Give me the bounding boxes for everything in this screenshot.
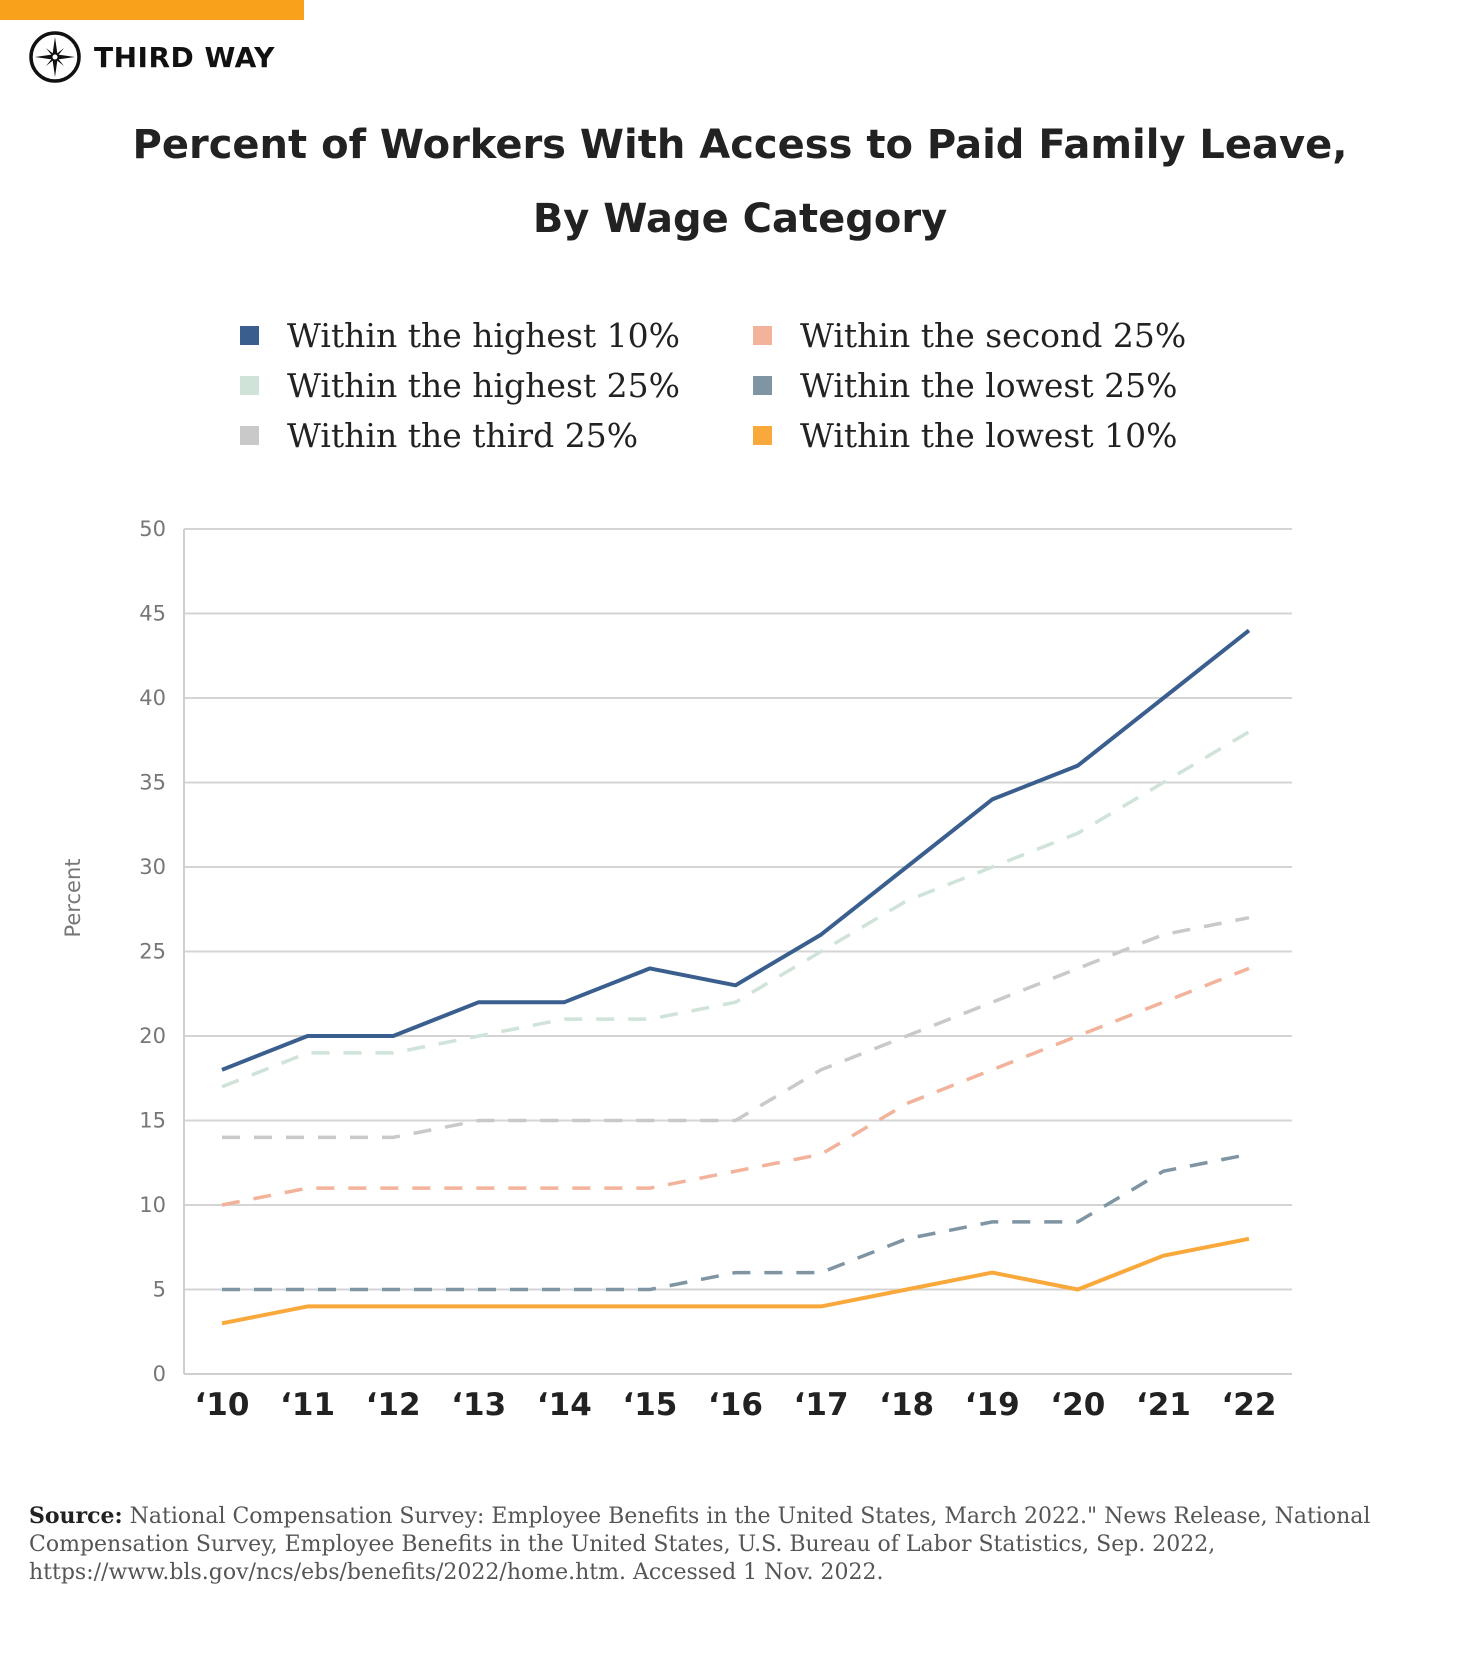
y-tick-label: 0 — [153, 1362, 166, 1386]
x-tick-label: ‘21 — [1136, 1387, 1191, 1423]
legend-swatch — [753, 376, 772, 395]
x-tick-label: ‘18 — [879, 1387, 934, 1423]
x-tick-label: ‘19 — [965, 1387, 1020, 1423]
legend-swatch — [240, 376, 259, 395]
y-axis-label: Percent — [61, 858, 85, 937]
source-label: Source: — [29, 1503, 123, 1529]
y-tick-label: 35 — [139, 771, 166, 795]
accent-bar — [0, 0, 304, 20]
legend-item: Within the highest 25% — [240, 366, 680, 405]
x-tick-label: ‘12 — [366, 1387, 421, 1423]
x-tick-label: ‘22 — [1222, 1387, 1277, 1423]
legend-item: Within the second 25% — [753, 316, 1186, 355]
x-tick-label: ‘20 — [1050, 1387, 1105, 1423]
series-line — [221, 1236, 1250, 1326]
series-line — [221, 730, 1250, 1089]
y-tick-label: 5 — [153, 1278, 166, 1302]
compass-icon — [29, 31, 81, 83]
y-tick-label: 45 — [139, 602, 166, 626]
x-tick-label: ‘17 — [794, 1387, 849, 1423]
x-tick-label: ‘11 — [280, 1387, 335, 1423]
chart-title-line-1: Percent of Workers With Access to Paid F… — [132, 122, 1348, 168]
source-text: National Compensation Survey: Employee B… — [29, 1504, 1371, 1585]
y-tick-label: 25 — [139, 940, 166, 964]
legend-item: Within the lowest 25% — [753, 366, 1177, 405]
legend-label: Within the third 25% — [287, 416, 639, 455]
x-tick-label: ‘13 — [451, 1387, 506, 1423]
legend-item: Within the lowest 10% — [753, 416, 1177, 455]
legend-label: Within the highest 25% — [287, 366, 680, 405]
x-tick-label: ‘16 — [708, 1387, 763, 1423]
y-tick-label: 40 — [139, 686, 166, 710]
y-tick-label: 30 — [139, 855, 166, 879]
legend-label: Within the second 25% — [800, 316, 1187, 355]
chart-title-line-2: By Wage Category — [532, 196, 948, 242]
legend-label: Within the lowest 25% — [800, 366, 1178, 405]
legend-swatch — [240, 426, 259, 445]
y-tick-label: 15 — [139, 1109, 166, 1133]
legend-item: Within the third 25% — [240, 416, 638, 455]
y-tick-label: 20 — [139, 1024, 166, 1048]
legend-swatch — [240, 326, 259, 345]
source-note: Source: National Compensation Survey: Em… — [29, 1502, 1449, 1587]
legend-label: Within the highest 10% — [287, 316, 680, 355]
line-chart: 0 5 10 15 20 25 30 35 40 45 50 Percent ‘10 ‘11 ‘12 ‘13 ‘… — [61, 517, 1292, 1423]
brand-name: THIRD WAY — [94, 40, 275, 74]
legend-swatch — [753, 326, 772, 345]
legend-item: Within the highest 10% — [240, 316, 680, 355]
y-tick-label: 50 — [139, 517, 166, 541]
y-tick-label: 10 — [139, 1193, 166, 1217]
x-tick-label: ‘10 — [195, 1387, 250, 1423]
x-tick-label: ‘14 — [537, 1387, 592, 1423]
x-tick-label: ‘15 — [622, 1387, 677, 1423]
legend-label: Within the lowest 10% — [800, 416, 1178, 455]
legend-swatch — [753, 426, 772, 445]
logo: THIRD WAY — [28, 30, 275, 84]
series-line — [222, 1152, 1250, 1292]
